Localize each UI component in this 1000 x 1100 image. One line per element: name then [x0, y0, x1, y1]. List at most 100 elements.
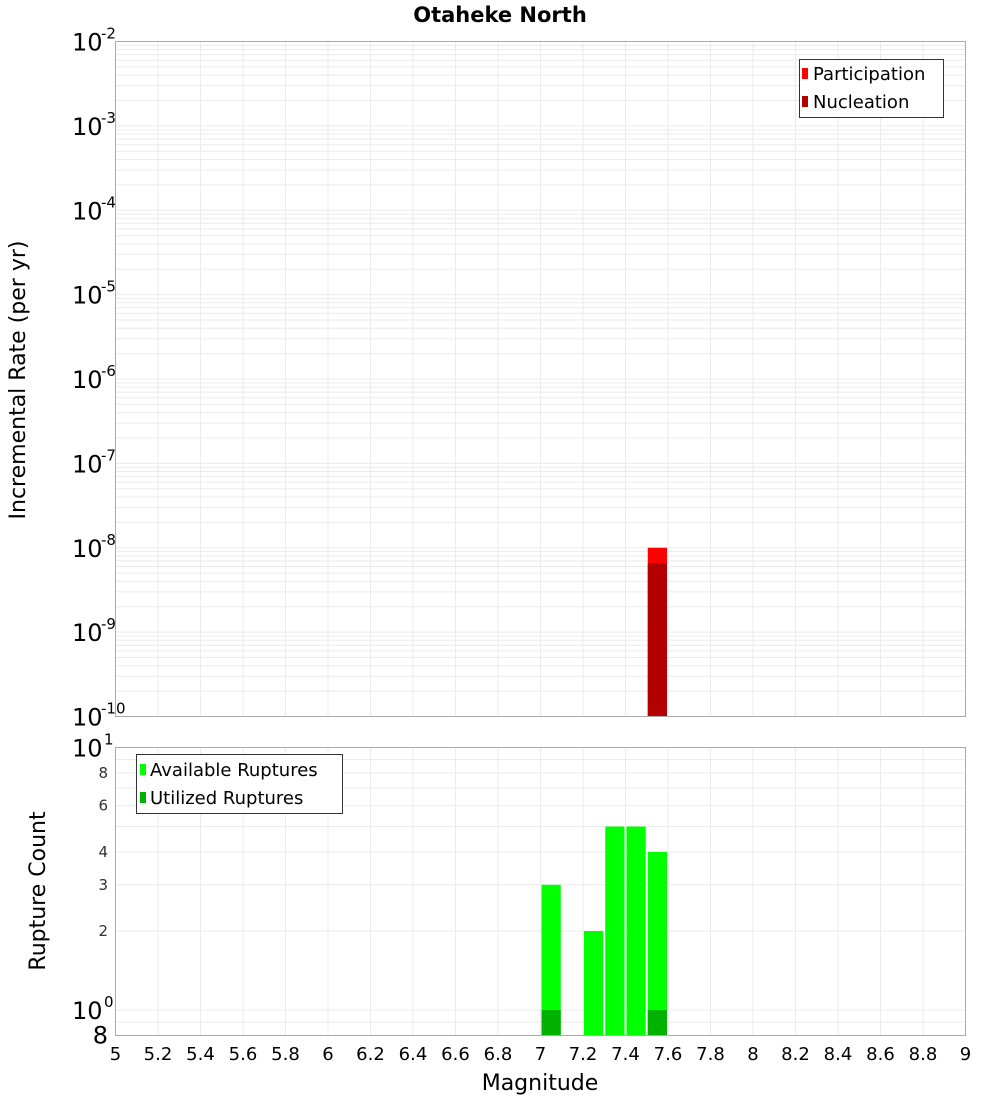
rupture-legend-box	[136, 754, 343, 814]
y-tick-label: 10-7	[72, 446, 116, 478]
x-tick-label: 6.8	[484, 1044, 513, 1065]
svg-text:10: 10	[72, 29, 103, 57]
x-tick-label: 8.2	[781, 1044, 810, 1065]
y-tick-label: 10-5	[72, 278, 116, 310]
svg-text:2: 2	[98, 922, 108, 940]
available-ruptures-bar	[584, 931, 604, 1036]
y-tick-label: 10-8	[72, 531, 116, 563]
utilized-ruptures-bar	[647, 1010, 667, 1036]
x-tick-label: 8	[747, 1044, 758, 1065]
x-tick-label: 7.4	[611, 1044, 640, 1065]
y-tick-label: 2	[98, 922, 108, 940]
svg-text:10: 10	[72, 735, 103, 763]
svg-text:10: 10	[72, 997, 103, 1025]
svg-text:-8: -8	[101, 531, 116, 549]
legend-available: Available Ruptures	[150, 760, 318, 781]
y-tick-label: 8	[98, 764, 108, 782]
x-tick-label: 5	[110, 1044, 121, 1065]
y-tick-label: 10-10	[72, 700, 126, 732]
svg-text:-7: -7	[101, 446, 116, 464]
x-axis-ticks: 5 5.2 5.4 5.6 5.8 6 6.2 6.4 6.6 6.8 7 7.2 7.4 7.6 7.8 8…	[110, 1044, 971, 1065]
rupture-plot-frame	[115, 747, 966, 1036]
svg-text:3: 3	[98, 876, 108, 894]
y-tick-label: 10 0	[72, 993, 114, 1025]
svg-text:1: 1	[104, 731, 114, 749]
participation-swatch-icon	[802, 68, 808, 79]
x-tick-label: 9	[960, 1044, 971, 1065]
svg-text:4: 4	[98, 843, 108, 861]
x-tick-label: 8.4	[824, 1044, 853, 1065]
y-tick-label: 4	[98, 843, 108, 861]
svg-text:10: 10	[72, 366, 103, 394]
svg-text:-2: -2	[101, 25, 116, 43]
rupture-y-axis-label: Rupture Count	[26, 811, 51, 971]
rate-plot-gridlines	[115, 41, 966, 717]
svg-text:10: 10	[72, 619, 103, 647]
x-tick-label: 6.4	[399, 1044, 428, 1065]
svg-text:10: 10	[72, 197, 103, 225]
y-tick-label: 8	[93, 1022, 108, 1050]
svg-text:-9: -9	[101, 615, 116, 633]
chart-title: Otaheke North	[413, 3, 587, 27]
available-ruptures-bar	[541, 884, 561, 1036]
nucleation-bar	[647, 563, 667, 717]
svg-text:-5: -5	[101, 278, 116, 296]
svg-text:10: 10	[72, 450, 103, 478]
svg-text:10: 10	[72, 282, 103, 310]
x-tick-label: 7	[535, 1044, 546, 1065]
x-tick-label: 6.2	[356, 1044, 385, 1065]
utilized-swatch-icon	[140, 792, 146, 803]
svg-text:-10: -10	[101, 700, 126, 718]
available-swatch-icon	[140, 764, 146, 775]
rate-plot-frame	[115, 41, 966, 717]
svg-text:-6: -6	[101, 362, 116, 380]
y-tick-label: 10 1	[72, 731, 114, 763]
available-ruptures-bar	[605, 826, 625, 1036]
y-tick-label: 10-9	[72, 615, 116, 647]
rate-legend: Participation Nucleation	[799, 59, 944, 118]
svg-text:10: 10	[72, 704, 103, 732]
available-ruptures-bar	[626, 826, 646, 1036]
svg-text:8: 8	[93, 1022, 108, 1050]
x-tick-label: 8.6	[866, 1044, 895, 1065]
svg-text:10: 10	[72, 113, 103, 141]
nucleation-swatch-icon	[802, 96, 808, 107]
x-tick-label: 7.8	[696, 1044, 725, 1065]
rate-legend-box	[799, 59, 944, 118]
x-tick-label: 7.2	[569, 1044, 598, 1065]
x-tick-label: 6	[322, 1044, 333, 1065]
svg-text:8: 8	[98, 764, 108, 782]
utilized-ruptures-bar	[541, 1010, 561, 1036]
y-tick-label: 10-3	[72, 109, 116, 141]
x-tick-label: 6.6	[441, 1044, 470, 1065]
x-tick-label: 5.4	[186, 1044, 215, 1065]
svg-text:0: 0	[104, 993, 114, 1011]
rate-plot: 10-210-310-410-510-610-710-810-910-10 In…	[6, 25, 966, 732]
legend-participation: Participation	[813, 64, 925, 85]
rate-plot-bars	[647, 547, 667, 717]
legend-utilized: Utilized Ruptures	[150, 788, 303, 809]
svg-text:10: 10	[72, 535, 103, 563]
rate-y-axis-label: Incremental Rate (per yr)	[6, 241, 31, 520]
svg-text:6: 6	[98, 797, 108, 815]
y-tick-label: 10-2	[72, 25, 116, 57]
y-tick-label: 3	[98, 876, 108, 894]
rupture-legend: Available Ruptures Utilized Ruptures	[136, 754, 343, 814]
svg-text:-3: -3	[101, 109, 116, 127]
y-tick-label: 6	[98, 797, 108, 815]
legend-nucleation: Nucleation	[813, 92, 909, 113]
x-tick-label: 5.2	[144, 1044, 173, 1065]
svg-text:-4: -4	[101, 193, 116, 211]
x-axis-label: Magnitude	[482, 1071, 599, 1096]
available-ruptures-bar	[647, 851, 667, 1036]
y-tick-label: 10-4	[72, 193, 116, 225]
y-tick-label: 10-6	[72, 362, 116, 394]
x-tick-label: 5.8	[271, 1044, 300, 1065]
rate-y-axis-ticks: 10-210-310-410-510-610-710-810-910-10	[72, 25, 126, 732]
x-tick-label: 5.6	[229, 1044, 258, 1065]
x-tick-label: 8.8	[909, 1044, 938, 1065]
rupture-plot-bars	[541, 826, 667, 1036]
